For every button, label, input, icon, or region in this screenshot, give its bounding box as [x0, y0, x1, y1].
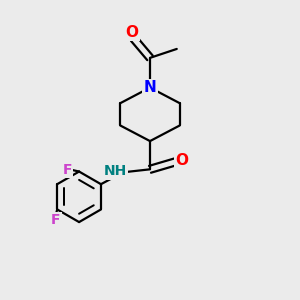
- Text: F: F: [51, 213, 61, 227]
- Text: NH: NH: [103, 164, 127, 178]
- Text: O: O: [125, 25, 138, 40]
- Text: O: O: [175, 153, 188, 168]
- Text: N: N: [144, 80, 156, 95]
- Text: F: F: [62, 163, 72, 177]
